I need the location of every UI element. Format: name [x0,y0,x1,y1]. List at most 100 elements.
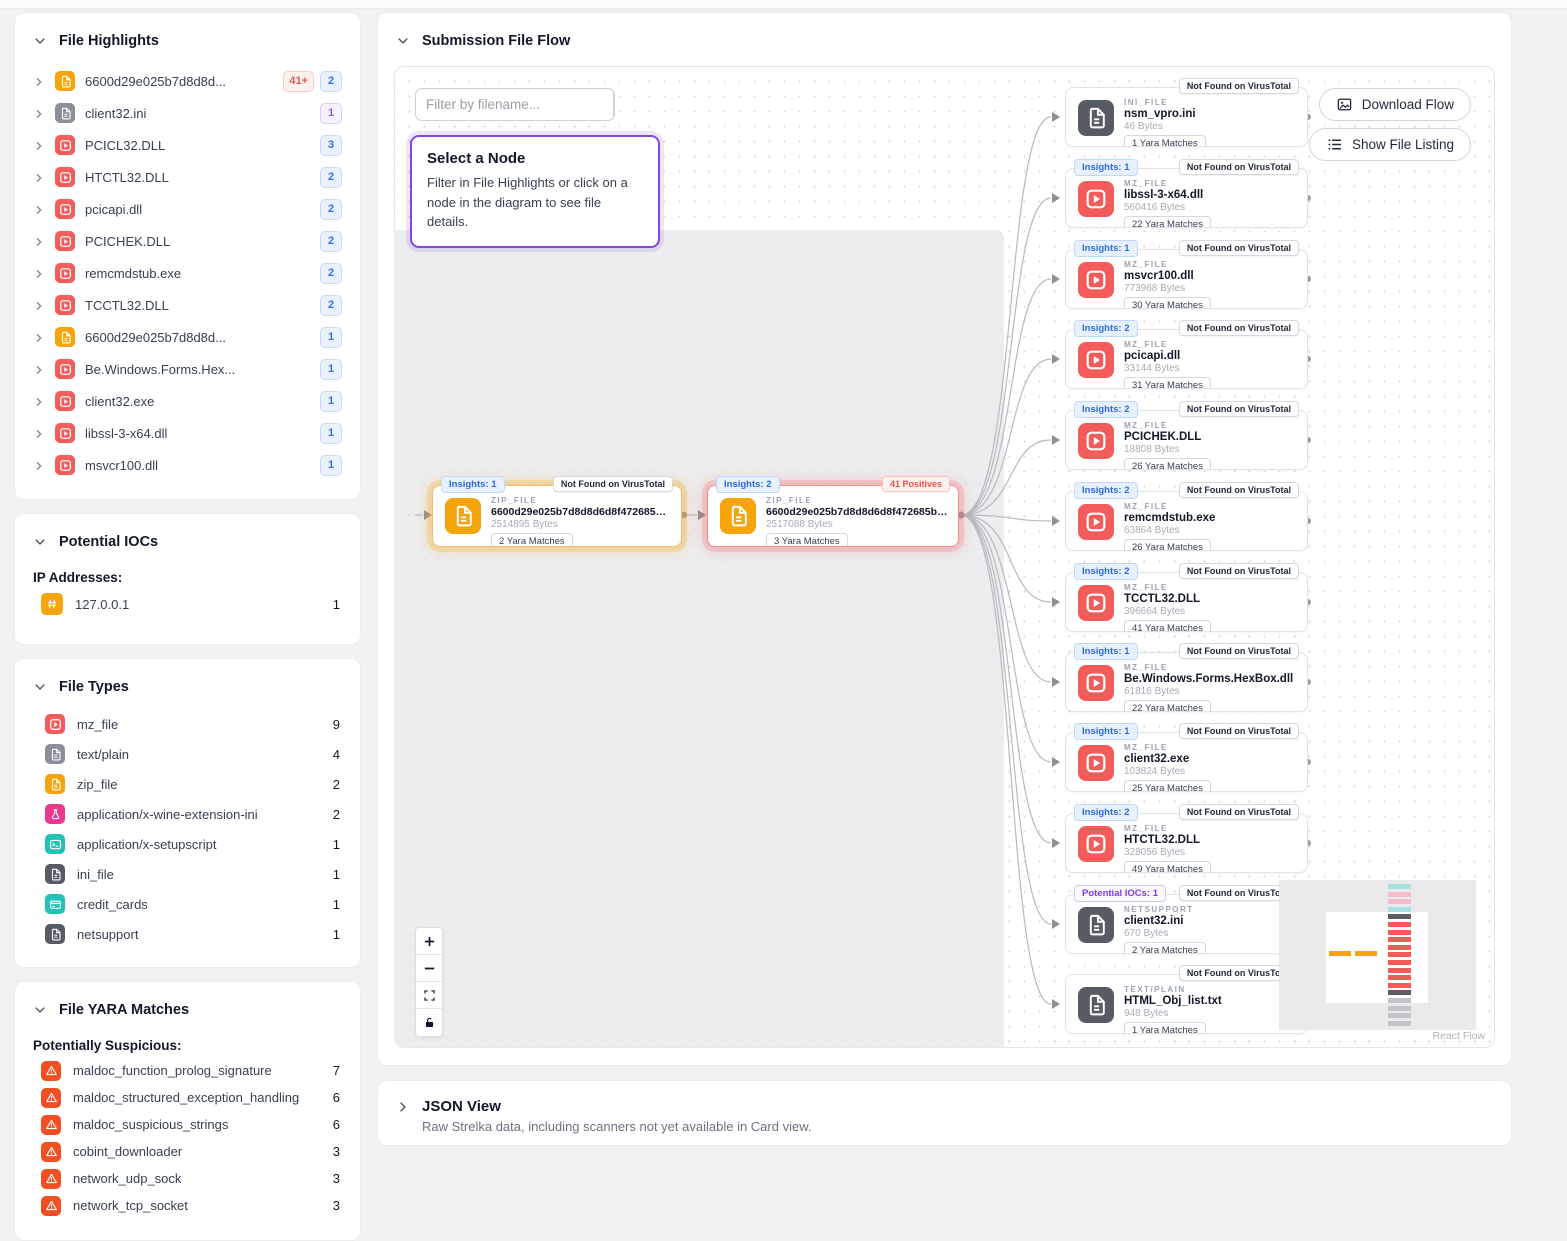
file-row-htctl32[interactable]: HTCTL32.DLL 2 [29,161,346,193]
chevron-right-icon [33,331,45,343]
chevron-right-icon [33,427,45,439]
mz-file-icon [55,359,75,379]
yara-row[interactable]: maldoc_function_prolog_signature 7 [15,1057,360,1084]
file-highlights-header[interactable]: File Highlights [15,13,360,55]
file-row-tcctl32[interactable]: TCCTL32.DLL 2 [29,289,346,321]
file-row-pcicapi[interactable]: pcicapi.dll 2 [29,193,346,225]
minimap-viewport[interactable] [1326,912,1428,1003]
flow-node-zip-child[interactable]: Insights: 2 41 Positives ZIP_FILE 6600d2… [707,476,959,547]
file-row-zip-hash[interactable]: 6600d29e025b7d8d8d... 41+ 2 [29,65,346,97]
lock-button[interactable] [416,1009,442,1036]
submission-flow-header[interactable]: Submission File Flow [378,13,1511,59]
flow-node-hexbox[interactable]: Insights: 1 Not Found on VirusTotal MZ_F… [1065,643,1308,712]
mz-file-icon [45,714,65,734]
ip-addresses-label: IP Addresses: [33,570,123,585]
yara-row[interactable]: cobint_downloader 3 [15,1138,360,1165]
insights-badge: Insights: 2 [1074,563,1138,580]
yara-row[interactable]: maldoc_suspicious_strings 6 [15,1111,360,1138]
chevron-right-icon [33,75,45,87]
file-types-panel: File Types mz_file 9 text/plain 4 zip_fi… [14,658,361,968]
yara-matches-header[interactable]: File YARA Matches [15,982,360,1024]
filetype-row-ini[interactable]: ini_file 1 [15,859,360,889]
section-title: File Types [59,679,129,695]
filetype-row-textplain[interactable]: text/plain 4 [15,739,360,769]
flow-node-pcicapi[interactable]: Insights: 2 Not Found on VirusTotal MZ_F… [1065,320,1308,389]
count-badge: 2 [320,198,342,220]
json-view-header[interactable]: JSON View [378,1081,1511,1117]
react-flow-attribution: React Flow [1432,1030,1485,1042]
filetype-row-mz[interactable]: mz_file 9 [15,709,360,739]
filetype-row-credit-cards[interactable]: credit_cards 1 [15,889,360,919]
minimap-node [1388,930,1411,935]
file-row-libssl[interactable]: libssl-3-x64.dll 1 [29,417,346,449]
warning-icon [41,1141,61,1162]
zoom-out-button[interactable] [416,955,442,982]
file-row-zip-hash-2[interactable]: 6600d29e025b7d8d8d... 1 [29,321,346,353]
yara-matches-chip: 2 Yara Matches [1124,942,1206,953]
positives-badge: 41+ [283,70,314,92]
count-badge: 2 [320,262,342,284]
potential-iocs-header[interactable]: Potential IOCs [15,514,360,556]
infobox-text: Filter in File Highlights or click on a … [427,175,628,229]
flow-node-tcctl32[interactable]: Insights: 2 Not Found on VirusTotal MZ_F… [1065,563,1308,632]
filetype-row-setupscript[interactable]: application/x-setupscript 1 [15,829,360,859]
yara-row[interactable]: network_udp_sock 3 [15,1165,360,1192]
file-row-hexbox[interactable]: Be.Windows.Forms.Hex... 1 [29,353,346,385]
file-row-pcicl32[interactable]: PCICL32.DLL 3 [29,129,346,161]
flow-node-zip-parent[interactable]: Insights: 1 Not Found on VirusTotal ZIP_… [432,476,682,547]
show-file-listing-button[interactable]: Show File Listing [1308,128,1471,161]
potentially-suspicious-label: Potentially Suspicious: [33,1038,182,1053]
yara-row[interactable]: maldoc_structured_exception_handling 6 [15,1084,360,1111]
insights-badge: Insights: 1 [1074,723,1138,740]
virustotal-badge: Not Found on VirusTotal [1178,563,1299,579]
flow-node-htctl32[interactable]: Insights: 2 Not Found on VirusTotal MZ_F… [1065,804,1308,873]
section-title: Potential IOCs [59,534,159,550]
filetype-row-wine-ini[interactable]: application/x-wine-extension-ini 2 [15,799,360,829]
flow-minimap[interactable] [1279,880,1476,1030]
ioc-row-127-0-0-1[interactable]: 127.0.0.1 1 [15,589,360,619]
chevron-down-icon [33,34,47,48]
flow-node-pcichek[interactable]: Insights: 2 Not Found on VirusTotal MZ_F… [1065,401,1308,470]
flow-node-msvcr100[interactable]: Insights: 1 Not Found on VirusTotal MZ_F… [1065,240,1308,309]
minimap-node [1388,884,1411,889]
mz-file-icon [55,231,75,251]
file-row-msvcr100[interactable]: msvcr100.dll 1 [29,449,346,481]
file-row-remcmdstub[interactable]: remcmdstub.exe 2 [29,257,346,289]
flow-group-background [395,230,1004,1047]
chevron-right-icon [33,395,45,407]
flow-node-client32-ini[interactable]: Potential IOCs: 1 Not Found on VirusTota… [1065,885,1308,954]
minimap-node [1388,1006,1411,1011]
list-icon [1328,139,1342,150]
flow-node-nsm-vpro[interactable]: Not Found on VirusTotal INI_FILE nsm_vpr… [1065,78,1308,147]
filetype-row-netsupport[interactable]: netsupport 1 [15,919,360,949]
fit-view-button[interactable] [416,982,442,1009]
search-button[interactable] [613,89,614,120]
download-flow-button[interactable]: Download Flow [1318,88,1471,121]
filter-input[interactable] [416,89,613,120]
minimap-node [1388,892,1411,897]
yara-row[interactable]: network_tcp_socket 3 [15,1192,360,1219]
flow-node-html-obj-list[interactable]: Not Found on VirusTotal TEXT/PLAIN HTML_… [1065,965,1308,1034]
mz-file-icon [1078,665,1114,701]
zoom-in-button[interactable] [416,928,442,955]
warning-icon [41,1060,61,1081]
insights-badge: Insights: 2 [1074,804,1138,821]
file-types-header[interactable]: File Types [15,659,360,701]
flow-node-remcmdstub[interactable]: Insights: 2 Not Found on VirusTotal MZ_F… [1065,482,1308,551]
flow-node-client32-exe[interactable]: Insights: 1 Not Found on VirusTotal MZ_F… [1065,723,1308,792]
insights-badge: Insights: 2 [1074,482,1138,499]
zip-file-icon [720,498,756,534]
file-row-pcichek[interactable]: PCICHEK.DLL 2 [29,225,346,257]
text-file-icon [45,744,65,764]
chevron-down-icon [33,1003,47,1017]
yara-matches-chip: 3 Yara Matches [766,533,848,546]
lock-icon [425,1017,433,1028]
count-badge: 2 [320,70,342,92]
flow-node-libssl[interactable]: Insights: 1 Not Found on VirusTotal MZ_F… [1065,159,1308,228]
file-row-client32-ini[interactable]: client32.ini 1 [29,97,346,129]
file-row-client32-exe[interactable]: client32.exe 1 [29,385,346,417]
react-flow-canvas[interactable]: Select a Node Filter in File Highlights … [394,66,1495,1048]
filetype-row-zip[interactable]: zip_file 2 [15,769,360,799]
chevron-down-icon [33,535,47,549]
yara-matches-chip: 26 Yara Matches [1124,458,1211,469]
